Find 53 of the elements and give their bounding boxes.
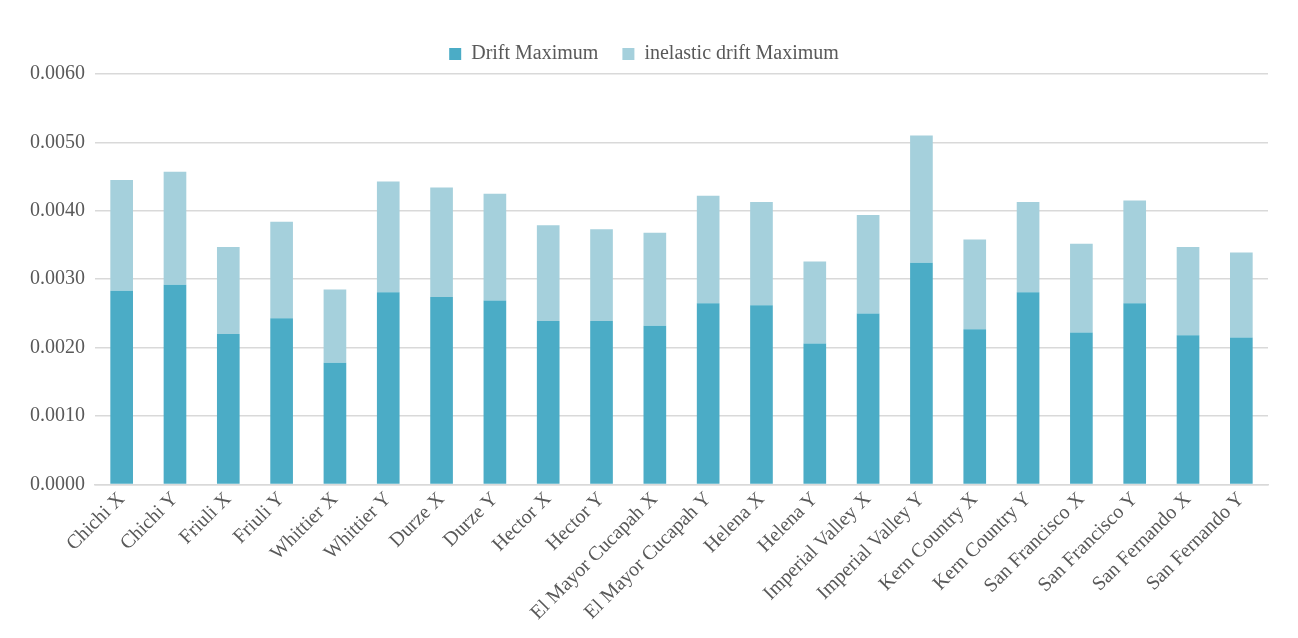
bar: [163, 171, 187, 285]
bar: [803, 261, 827, 344]
bar: [696, 303, 720, 484]
bar: [590, 229, 613, 321]
bar: [1016, 201, 1040, 293]
bar: [696, 195, 720, 304]
bar: [1070, 243, 1093, 333]
bar: [483, 300, 507, 484]
bar: [483, 193, 507, 301]
bar: [1123, 303, 1147, 484]
bar: [910, 135, 933, 263]
bar: [110, 180, 133, 291]
bar: [643, 325, 667, 484]
bar: [216, 333, 240, 484]
legend-label: Drift Maximum: [471, 41, 599, 64]
bar: [856, 214, 880, 314]
bar: [963, 239, 987, 330]
bar: [1016, 292, 1040, 484]
legend-label: inelastic drift Maximum: [644, 41, 840, 64]
y-tick-label: 0.0010: [30, 403, 85, 426]
y-tick-label: 0.0030: [30, 266, 85, 289]
bar: [1230, 252, 1253, 338]
bar: [270, 221, 293, 319]
bar: [430, 187, 453, 298]
bar: [110, 290, 133, 484]
bar: [536, 320, 560, 484]
bar: [323, 362, 347, 484]
bar: [270, 318, 293, 484]
bar: [963, 329, 987, 484]
bar: [1176, 247, 1200, 336]
bar: [323, 289, 347, 363]
bar: [216, 247, 240, 334]
y-tick-label: 0.0050: [30, 129, 85, 152]
y-tick-label: 0.0020: [30, 334, 85, 357]
bar: [536, 225, 560, 321]
bar: [643, 232, 667, 326]
bar: [803, 343, 827, 484]
bar: [590, 320, 613, 484]
y-tick-label: 0.0000: [30, 471, 85, 494]
y-tick-label: 0.0040: [30, 198, 85, 221]
bar: [163, 284, 187, 484]
y-tick-label: 0.0060: [30, 61, 85, 84]
bar: [1123, 200, 1147, 304]
bar: [856, 313, 880, 484]
bar: [750, 201, 773, 306]
bar: [1230, 337, 1253, 484]
bar: [376, 292, 400, 484]
bar: [750, 305, 773, 484]
bar: [376, 181, 400, 293]
bar: [430, 297, 453, 484]
bar: [1176, 335, 1200, 484]
bar: [1070, 332, 1093, 484]
bar: [910, 262, 933, 484]
